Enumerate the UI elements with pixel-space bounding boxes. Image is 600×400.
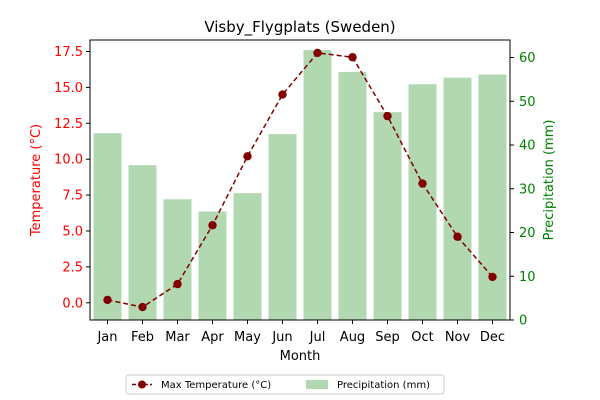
temperature-tick-label: 15.0 — [54, 81, 83, 96]
temperature-point — [383, 111, 392, 121]
temperature-line-layer — [103, 48, 497, 312]
precipitation-tick-label: 0 — [519, 314, 527, 329]
legend-precipitation-label: Precipitation (mm) — [337, 380, 430, 391]
temperature-point — [138, 302, 147, 312]
month-tick-label: Aug — [340, 330, 365, 345]
precipitation-bars — [93, 50, 507, 320]
temperature-tick-label: 12.5 — [54, 117, 83, 132]
temperature-point — [173, 279, 182, 289]
temperature-point — [313, 48, 322, 58]
month-tick-label: Jul — [309, 330, 326, 345]
precipitation-bar — [408, 84, 437, 320]
month-tick-label: Oct — [411, 330, 433, 345]
temperature-point — [278, 90, 287, 99]
plot-frame — [89, 39, 511, 321]
legend-precipitation-swatch — [306, 380, 328, 389]
precipitation-tick-label: 10 — [519, 270, 536, 285]
legend-box — [125, 374, 445, 395]
precipitation-bar — [163, 199, 192, 320]
precipitation-bar — [268, 134, 297, 320]
precipitation-bar — [338, 71, 367, 320]
precipitation-axis-title: Precipitation (mm) — [542, 120, 557, 241]
temperature-tick-label: 10.0 — [54, 153, 83, 168]
precipitation-bar — [93, 133, 122, 320]
temperature-axis: 0.0 2.5 5.0 7.5 10.0 12.5 15.0 17.5 — [54, 45, 90, 311]
temperature-point — [243, 152, 252, 161]
temperature-point — [488, 272, 497, 282]
temperature-tick-label: 0.0 — [62, 296, 83, 311]
month-tick-label: Jan — [96, 330, 117, 345]
temperature-point — [348, 53, 357, 62]
precipitation-tick-label: 50 — [519, 95, 536, 110]
temperature-point — [208, 221, 217, 230]
temperature-tick-label: 2.5 — [62, 260, 83, 275]
precipitation-bar — [128, 165, 157, 320]
temperature-axis-title: Temperature (°C) — [29, 124, 44, 237]
precipitation-bar — [443, 77, 472, 320]
chart-title: Visby_Flygplats (Sweden) — [204, 18, 395, 37]
month-tick-label: Apr — [201, 330, 224, 345]
temperature-point — [453, 232, 462, 241]
precipitation-bar — [198, 211, 227, 320]
x-axis-title: Month — [280, 349, 321, 364]
temperature-tick-label: 5.0 — [62, 224, 83, 239]
precipitation-tick-label: 20 — [519, 226, 536, 241]
legend: Max Temperature (°C) Precipitation (mm) — [125, 374, 445, 395]
precipitation-bar — [373, 112, 402, 320]
month-tick-label: Jun — [271, 330, 292, 345]
precipitation-bar — [478, 74, 507, 320]
month-tick-label: Feb — [131, 330, 154, 345]
month-tick-label: Nov — [445, 330, 471, 345]
month-tick-label: May — [234, 330, 261, 345]
month-tick-label: Mar — [165, 330, 190, 345]
precipitation-axis: 0 10 20 30 40 50 60 — [510, 51, 536, 329]
precipitation-tick-label: 30 — [519, 182, 536, 197]
precipitation-bar — [303, 50, 332, 320]
temperature-tick-label: 17.5 — [54, 45, 83, 60]
temperature-tick-label: 7.5 — [62, 189, 83, 204]
temperature-point — [103, 295, 112, 305]
temperature-line — [107, 52, 494, 308]
precipitation-tick-label: 60 — [519, 51, 536, 66]
legend-temperature-label: Max Temperature (°C) — [161, 380, 271, 391]
precipitation-tick-label: 40 — [519, 139, 536, 154]
month-tick-label: Sep — [375, 330, 400, 345]
month-axis: Jan Feb Mar Apr May Jun Jul Aug Sep Oct Nov Dec — [96, 320, 505, 345]
temperature-point — [418, 179, 427, 188]
precipitation-bar — [233, 193, 262, 320]
month-tick-label: Dec — [480, 330, 505, 345]
legend-temperature-marker — [138, 380, 146, 389]
